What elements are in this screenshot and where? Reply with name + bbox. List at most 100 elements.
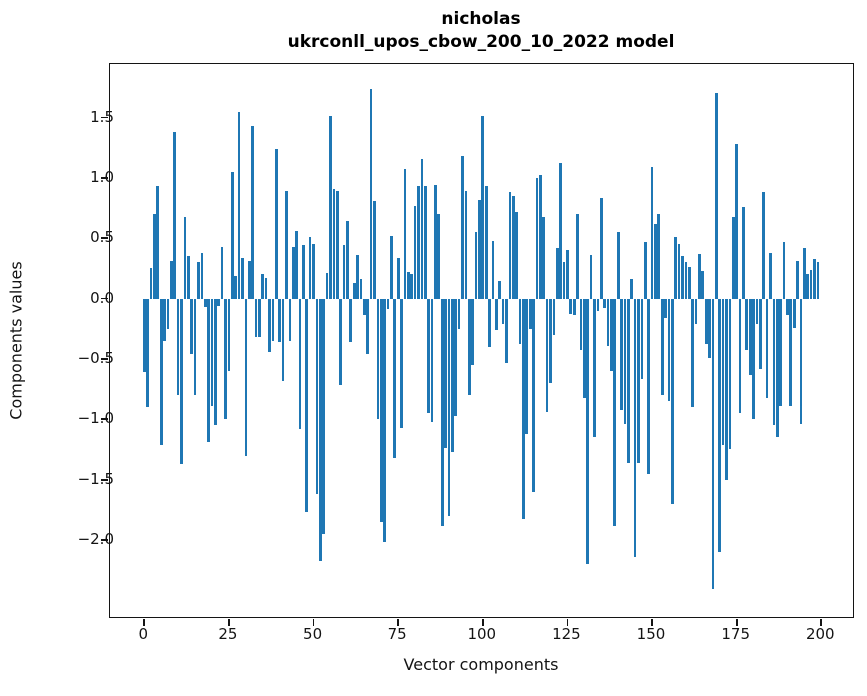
bar [302,245,305,299]
bar [241,257,244,299]
x-tick-label: 175 [721,625,750,643]
y-tick-label: −1.0 [77,409,114,428]
bar [285,191,288,299]
bar [315,298,319,495]
bar [518,298,522,345]
bar [423,186,427,299]
bar [274,148,278,299]
bar [742,206,745,299]
bar [153,214,156,299]
bar [704,298,708,345]
bar [572,298,576,316]
bar [772,298,776,426]
bar [203,298,207,308]
bar [813,258,816,299]
bar [775,298,779,438]
bar [606,298,610,346]
bar [237,111,241,299]
bar [610,298,613,371]
bar [447,298,451,516]
bar [630,279,634,299]
bar [176,298,180,396]
bar [166,298,170,329]
bar [190,298,194,355]
bar [362,298,366,316]
bar [552,298,556,335]
bar [701,270,705,299]
x-tick-mark [735,618,738,626]
bar [420,158,424,299]
bar [197,262,200,299]
bar [308,237,312,299]
bar [359,279,363,299]
bar [569,298,573,315]
bar [637,298,640,463]
bar [759,298,762,369]
bar [342,245,346,299]
bar [379,298,383,522]
bar [755,298,759,324]
bar [708,298,711,358]
bar [390,235,393,299]
bar [796,261,799,299]
bar [227,298,231,371]
bar [725,298,728,480]
bar [234,275,238,299]
y-tick-mark [101,116,109,119]
bar [623,298,627,425]
bar [498,280,502,299]
bar [603,298,606,309]
bar [782,241,786,299]
bar [471,298,474,365]
bar [769,252,772,299]
bar [224,298,227,420]
bar [437,214,441,299]
bar [809,269,813,299]
bar [515,211,518,299]
bar [762,192,766,299]
bar [322,298,326,534]
x-tick-label: 150 [636,625,666,643]
bar [413,205,417,299]
bar [583,298,586,398]
x-tick-mark [228,618,230,626]
bar [193,298,197,396]
y-tick-mark [101,418,109,421]
bar [210,298,214,406]
bar [671,298,674,504]
bar [183,216,187,299]
bar [586,298,590,565]
bar [186,256,190,299]
bar [464,191,468,299]
bar [599,198,603,299]
y-tick-mark [101,539,109,541]
bar [633,298,637,557]
bar [481,116,485,299]
y-axis-label: Components values [6,261,26,420]
y-tick-label: 0.0 [90,288,114,307]
bar [674,237,678,299]
bar [346,221,349,299]
bar [467,298,471,396]
bar [522,298,525,520]
bar [681,256,684,299]
bar [264,278,268,299]
bar [450,298,454,452]
bar [718,298,722,553]
bar [325,273,329,299]
x-tick-mark [481,618,484,626]
bar [596,298,600,311]
bar [352,282,356,299]
bar [593,298,596,438]
bar [271,298,275,341]
bar [457,298,461,329]
bar [291,246,295,299]
bar [721,298,725,445]
bar [329,116,332,299]
x-tick-mark [397,618,400,626]
bar [627,298,630,463]
bar [146,298,150,408]
x-tick-label: 200 [805,625,835,643]
bar [332,188,336,299]
x-tick-label: 125 [552,625,581,643]
